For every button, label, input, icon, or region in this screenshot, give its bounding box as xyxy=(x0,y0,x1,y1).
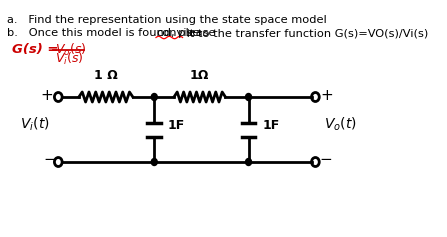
Text: b.   Once this model is found, please: b. Once this model is found, please xyxy=(7,28,219,38)
Circle shape xyxy=(245,159,252,165)
Text: +: + xyxy=(320,87,333,102)
Text: 1Ω: 1Ω xyxy=(190,69,209,82)
Text: 1 Ω: 1 Ω xyxy=(94,69,118,82)
Text: $V_i(s)$: $V_i(s)$ xyxy=(55,51,84,67)
Text: 1F: 1F xyxy=(168,119,185,132)
Text: it to the transfer function G(s)=VO(s)/Vi(s): it to the transfer function G(s)=VO(s)/V… xyxy=(182,28,428,38)
Text: a.   Find the representation using the state space model: a. Find the representation using the sta… xyxy=(7,15,327,25)
Text: −: − xyxy=(43,152,56,168)
Text: 1F: 1F xyxy=(262,119,279,132)
Text: +: + xyxy=(41,87,54,102)
Circle shape xyxy=(151,159,157,165)
Text: −: − xyxy=(319,152,332,168)
Circle shape xyxy=(151,94,157,100)
Text: $V_i(t)$: $V_i(t)$ xyxy=(20,116,50,133)
Circle shape xyxy=(245,94,252,100)
Text: $V_o(t)$: $V_o(t)$ xyxy=(324,116,357,133)
Text: G(s) =: G(s) = xyxy=(12,43,63,56)
Text: convise: convise xyxy=(156,28,199,38)
Text: $V_o(s)$: $V_o(s)$ xyxy=(55,42,86,58)
